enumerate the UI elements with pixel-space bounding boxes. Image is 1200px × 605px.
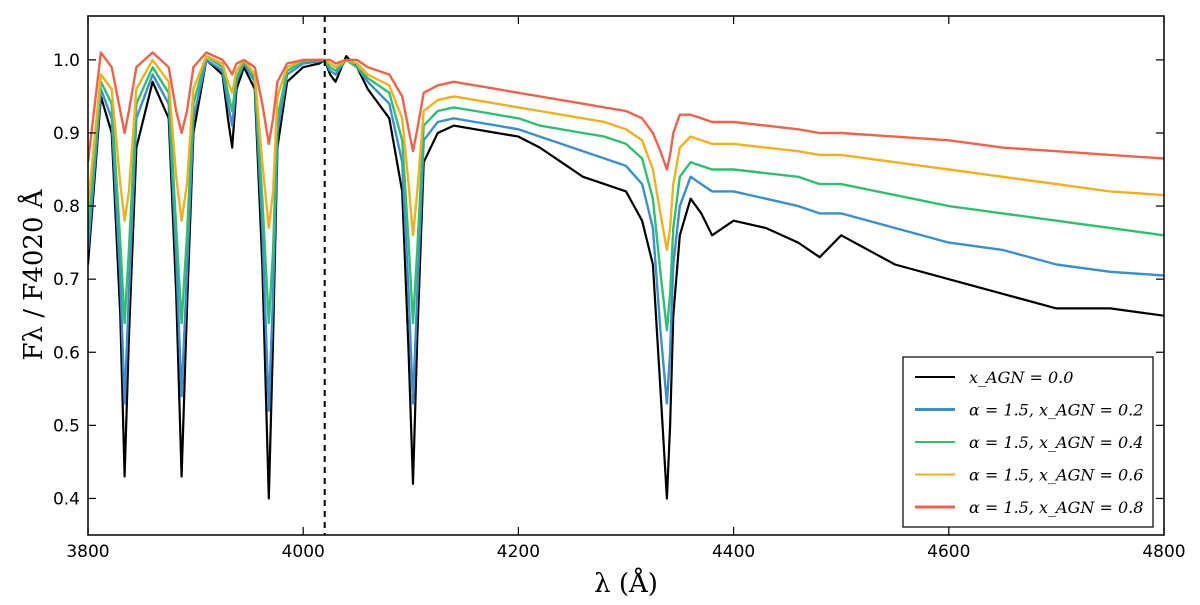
legend: x_AGN = 0.0 α = 1.5, x_AGN = 0.2 α = 1.5, … xyxy=(902,356,1154,528)
y-tick-label: 0.8 xyxy=(53,197,80,217)
ticks-layer: 3800 4000 4200 4400 4600 4800 0.4 0.5 0.6 0.7 0.8 0… xyxy=(53,16,1186,562)
legend-label: α = 1.5, x_AGN = 0.2 xyxy=(969,401,1143,420)
y-axis-title: Fλ / F4020 Å xyxy=(17,188,49,360)
x-axis-title: λ (Å) xyxy=(594,567,658,599)
legend-label: α = 1.5, x_AGN = 0.8 xyxy=(969,498,1143,517)
x-tick-label: 4200 xyxy=(497,542,540,562)
series-line-3 xyxy=(88,55,1164,252)
y-tick-label: 1.0 xyxy=(53,51,80,71)
y-tick-label: 0.7 xyxy=(53,270,80,290)
series-line-2 xyxy=(88,55,1164,332)
y-tick-label: 0.6 xyxy=(53,343,80,363)
series-layer xyxy=(88,51,1164,500)
x-tick-label: 4000 xyxy=(282,542,325,562)
y-tick-label: 0.9 xyxy=(53,124,80,144)
y-tick-label: 0.5 xyxy=(53,416,80,436)
series-line-1 xyxy=(88,58,1164,412)
x-tick-label: 4400 xyxy=(712,542,755,562)
plot-frame xyxy=(87,15,1165,536)
legend-label: x_AGN = 0.0 xyxy=(969,368,1073,387)
x-tick-label: 4600 xyxy=(927,542,970,562)
legend-label: α = 1.5, x_AGN = 0.4 xyxy=(969,433,1143,452)
legend-label: α = 1.5, x_AGN = 0.6 xyxy=(969,466,1143,485)
y-tick-label: 0.4 xyxy=(53,489,80,509)
series-line-4 xyxy=(88,51,1164,171)
x-tick-label: 4800 xyxy=(1142,542,1185,562)
x-tick-label: 3800 xyxy=(66,542,109,562)
